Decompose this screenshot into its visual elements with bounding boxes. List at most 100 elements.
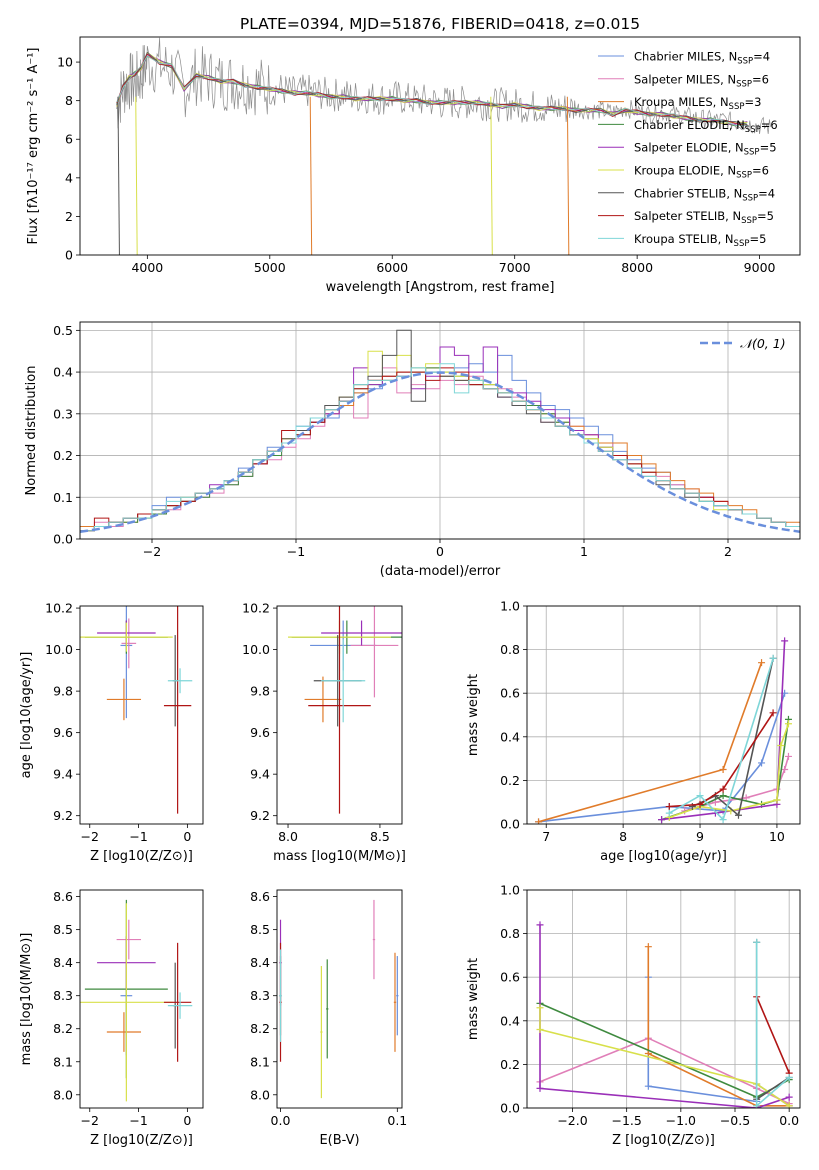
y-tick-label: 9.2 [250,808,270,823]
y-tick-label: 8.4 [250,955,270,970]
weight-marker [785,1093,793,1101]
x-tick-label: 8.0 [278,829,298,844]
x-tick-label: 0 [183,829,191,844]
y-tick-label: 0.2 [53,448,73,463]
errorbar-point [304,676,342,723]
legend-entry: Kroupa ELODIE, NSSP=6 [634,164,769,181]
panel-Z_mass: −2 −1 0 8.0 8.1 8.2 8.3 8.4 8.5 8.6 Z [log10(Z/Z⊙)… [19,889,204,1148]
panel-age_weight: 7 8 9 10 0.0 0.2 0.4 0.6 0.8 1.0 age [log10(age/yr… [466,599,801,864]
axes-frame [276,889,403,1109]
weight-series [668,658,774,822]
y-tick-label: 8.5 [53,922,73,937]
errorbar-point [80,622,173,652]
weight-series [669,712,774,808]
y-tick-label: 8.0 [250,1087,270,1102]
y-tick-label: 0.8 [500,926,520,941]
weight-marker [644,1082,652,1090]
plot-area [535,637,792,824]
errorbar-point [106,1012,142,1052]
weight-marker [773,796,781,804]
legend: Chabrier MILES, NSSP=4 Salpeter MILES, NS… [598,50,778,249]
y-tick-label: 1.0 [500,599,520,614]
errorbar-point [372,899,376,980]
y-tick-label: 0 [65,248,73,263]
x-tick-label: −1 [287,544,305,559]
axes-frame [79,605,204,825]
legend-entry: Chabrier MILES, NSSP=4 [634,50,770,67]
x-tick-label: 0.0 [779,1113,799,1128]
y-tick-label: 10.2 [45,601,73,616]
weight-series [661,640,786,821]
x-tick-label: −2 [143,544,161,559]
x-tick-label: 8.5 [370,829,390,844]
y-axis-label: Flux [fλ10⁻¹⁷ erg cm⁻² s⁻¹ A⁻¹] [26,48,41,245]
y-tick-label: 9.2 [53,808,73,823]
y-tick-label: 10 [57,55,73,70]
weight-marker [536,1084,544,1092]
errorbar-point [80,903,173,1102]
x-axis-label: age [log10(age/yr)] [600,849,727,864]
x-tick-label: −1 [129,829,147,844]
weight-marker [784,720,792,728]
weight-marker [753,1102,761,1108]
weight-marker [665,809,673,817]
plot-area [80,899,193,1102]
x-tick-label: 0 [183,1113,191,1128]
x-tick-label: −1.5 [611,1113,641,1128]
errorbar-point [163,942,192,1062]
y-tick-label: 9.6 [53,725,73,740]
y-tick-label: 9.8 [250,684,270,699]
legend-entry: Chabrier ELODIE, NSSP=6 [634,118,778,135]
x-tick-label: 2 [724,544,732,559]
y-tick-label: 0.4 [500,1013,520,1028]
spectrum-dip [117,96,120,255]
y-tick-label: 0.2 [500,773,520,788]
weight-series [755,996,790,1074]
y-tick-label: 8.4 [53,955,73,970]
plot-area [279,899,399,1099]
weight-marker [785,1102,793,1108]
weight-series [684,756,790,812]
y-tick-label: 6 [65,132,73,147]
legend-entry: Salpeter MILES, NSSP=6 [634,72,769,89]
x-tick-label: 10 [769,829,785,844]
panel-Z_weight: −2.0 −1.5 −1.0 −0.5 0.0 0.0 0.2 0.4 0.6 0.8 1.0 Z [… [466,883,801,1148]
x-tick-label: 7 [542,829,550,844]
weight-marker [777,742,785,750]
y-tick-label: 0.4 [500,729,520,744]
y-axis-label: Normed distribution [24,366,39,496]
weight-marker [781,766,789,773]
x-tick-label: −2 [81,829,99,844]
weight-marker [753,938,761,946]
y-tick-label: 9.4 [53,767,73,782]
weight-series [647,946,790,1107]
y-tick-label: 10.2 [242,601,270,616]
x-tick-label: 8000 [621,260,653,275]
x-tick-label: 8 [619,829,627,844]
x-axis-label: mass [log10(M/M⊙)] [273,849,406,864]
weight-marker [536,921,544,929]
weight-marker [758,759,766,767]
y-tick-label: 0.0 [500,1101,520,1116]
x-tick-label: −2.0 [557,1113,587,1128]
x-tick-label: 7000 [499,260,531,275]
gaussian-curve [80,371,800,533]
y-axis-label: mass weight [466,674,481,756]
model-spectrum [116,55,748,126]
plot-area [80,606,193,814]
weight-marker [734,811,742,819]
x-axis-label: Z [log10(Z/Z⊙)] [90,849,193,864]
weight-marker [784,752,792,760]
y-tick-label: 9.4 [250,767,270,782]
y-tick-label: 8.3 [53,988,73,1003]
weight-series [539,1037,790,1105]
plot-area [536,921,793,1108]
legend-entry: Kroupa STELIB, NSSP=5 [634,232,766,249]
weight-marker [785,1073,793,1081]
x-axis-label: (data-model)/error [380,564,501,579]
y-tick-label: 0.6 [500,686,520,701]
x-tick-label: −1 [129,1113,147,1128]
panel-Z_age: −2 −1 0 9.2 9.4 9.6 9.8 10.0 10.2 Z [log10(Z/Z⊙)]… [19,601,204,864]
y-tick-label: 9.6 [250,725,270,740]
